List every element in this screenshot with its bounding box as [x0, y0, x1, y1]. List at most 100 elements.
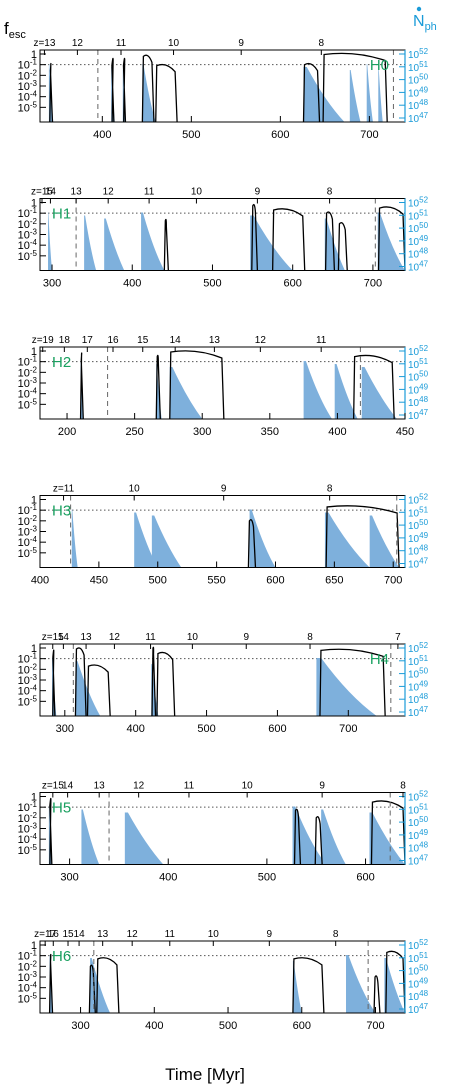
right-tick-label: 1048 — [408, 989, 429, 1003]
x-tick-label: 550 — [207, 575, 225, 587]
z-tick-label: 10 — [168, 38, 180, 49]
x-tick-label: 500 — [197, 723, 215, 735]
x-tick-label: 400 — [93, 129, 111, 141]
left-tick-label: 10-5 — [18, 397, 38, 411]
ylabel-right: Nph — [413, 13, 437, 33]
nph-burst — [84, 215, 97, 271]
z-tick-label: 15 — [137, 335, 149, 346]
fesc-burst — [49, 62, 54, 123]
x-tick-label: 250 — [125, 426, 143, 438]
fesc-burst — [155, 63, 178, 123]
z-tick-label: 7 — [395, 632, 401, 643]
z-tick-label: 8 — [400, 781, 406, 792]
right-tick-label: 1048 — [408, 841, 429, 855]
left-tick-label: 10-1 — [18, 800, 38, 814]
x-tick-label: 300 — [193, 426, 211, 438]
left-tick-label: 10-1 — [18, 355, 38, 369]
fesc-burst — [151, 646, 157, 717]
left-tick-label: 10-1 — [18, 652, 38, 666]
right-tick-label: 1050 — [408, 73, 429, 87]
x-tick-label: 400 — [159, 872, 177, 884]
right-tick-label: 1047 — [408, 1002, 429, 1016]
x-tick-label: 200 — [58, 426, 76, 438]
z-tick-label: 16 — [48, 929, 60, 940]
fesc-burst — [74, 647, 87, 717]
x-tick-label: 300 — [56, 723, 74, 735]
fesc-burst — [155, 354, 161, 420]
fesc-burst — [377, 206, 406, 271]
plot-frame — [39, 198, 406, 271]
nph-burst — [369, 812, 405, 865]
nph-burst — [124, 812, 164, 865]
z-tick-label: 11 — [116, 38, 127, 49]
fesc-burst — [271, 208, 306, 271]
nph-burst — [151, 515, 182, 568]
z-tick-label: 9 — [243, 632, 249, 643]
left-tick-label: 10-4 — [18, 90, 38, 104]
left-tick-label: 10-4 — [18, 238, 38, 252]
nph-burst — [303, 361, 332, 419]
nph-burst — [71, 509, 78, 568]
panel-h2: 110-110-210-310-410-51052105110501049104… — [18, 335, 429, 438]
fesc-burst — [156, 651, 176, 717]
z-tick-label: 10 — [129, 484, 141, 495]
z-tick-label: 9 — [238, 38, 244, 49]
left-tick-label: 10-3 — [18, 376, 38, 390]
nph-burst — [316, 658, 377, 716]
nph-burst — [349, 70, 361, 122]
right-tick-label: 1047 — [408, 260, 429, 274]
fesc-burst — [322, 52, 388, 123]
z-tick-label: z=11 — [53, 484, 75, 495]
left-tick-label: 10-3 — [18, 822, 38, 836]
fesc-burst — [293, 808, 302, 865]
z-tick-label: 13 — [209, 335, 221, 346]
x-tick-label: 700 — [366, 1020, 384, 1032]
z-tick-label: 14 — [170, 335, 182, 346]
x-tick-label: 700 — [360, 129, 378, 141]
z-tick-label: 8 — [327, 484, 333, 495]
panel-h1: 110-110-210-310-410-51052105110501049104… — [18, 187, 429, 290]
z-tick-label: 10 — [242, 781, 254, 792]
nph-burst — [369, 515, 400, 568]
nph-burst — [292, 961, 302, 1013]
left-tick-label: 10-2 — [18, 959, 38, 973]
right-tick-label: 1052 — [408, 493, 429, 507]
nph-burst — [377, 212, 405, 271]
fesc-burst — [163, 218, 170, 271]
right-tick-label: 1049 — [408, 828, 429, 842]
x-tick-label: 700 — [364, 278, 382, 290]
fesc-burst — [385, 950, 406, 1014]
right-tick-label: 1052 — [408, 790, 429, 804]
z-tick-label: 9 — [221, 484, 227, 495]
left-tick-label: 10-2 — [18, 68, 38, 82]
x-tick-label: 600 — [356, 872, 374, 884]
z-tick-label: 9 — [255, 187, 261, 198]
nph-burst — [156, 364, 162, 419]
right-tick-label: 1052 — [408, 344, 429, 358]
right-tick-label: 1051 — [408, 208, 429, 222]
ylabel-left: fesc — [4, 19, 26, 41]
right-tick-label: 1051 — [408, 802, 429, 816]
nph-burst — [104, 218, 125, 271]
nph-burst — [361, 367, 397, 419]
nph-burst — [321, 809, 346, 865]
nph-burst — [378, 67, 383, 122]
left-tick-label: 10-3 — [18, 970, 38, 984]
left-tick-label: 1 — [31, 940, 37, 952]
halo-label: H1 — [52, 206, 71, 223]
nph-burst — [324, 512, 370, 568]
right-tick-label: 1048 — [408, 544, 429, 558]
nph-burst — [75, 661, 101, 716]
nph-burst — [90, 958, 111, 1013]
right-tick-label: 1049 — [408, 85, 429, 99]
nph-burst — [292, 806, 327, 865]
x-tick-label: 600 — [284, 278, 302, 290]
x-tick-label: 650 — [325, 575, 343, 587]
fesc-burst — [48, 953, 54, 1014]
z-tick-label: 10 — [208, 929, 220, 940]
fesc-burst — [302, 62, 321, 123]
z-tick-label: 18 — [59, 335, 71, 346]
panel-h0: 110-110-210-310-410-51052105110501049104… — [18, 38, 429, 141]
halo-label: H4 — [370, 651, 389, 668]
fesc-burst — [52, 649, 56, 717]
